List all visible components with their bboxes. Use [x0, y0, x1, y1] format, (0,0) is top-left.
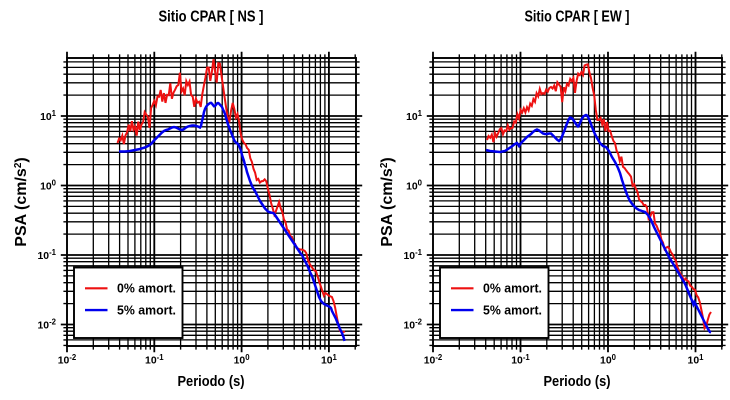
svg-text:0% amort.: 0% amort. — [483, 281, 542, 296]
svg-text:5% amort.: 5% amort. — [117, 302, 176, 317]
svg-text:0% amort.: 0% amort. — [117, 281, 176, 296]
svg-text:PSA (cm/s2): PSA (cm/s2) — [13, 157, 30, 246]
svg-text:PSA (cm/s2): PSA (cm/s2) — [379, 157, 396, 246]
svg-text:Sitio CPAR [ EW ]: Sitio CPAR [ EW ] — [525, 9, 630, 26]
svg-text:Periodo (s): Periodo (s) — [544, 373, 611, 390]
svg-text:5% amort.: 5% amort. — [483, 302, 542, 317]
svg-text:Sitio CPAR [ NS ]: Sitio CPAR [ NS ] — [159, 9, 264, 26]
svg-text:Periodo (s): Periodo (s) — [178, 373, 245, 390]
